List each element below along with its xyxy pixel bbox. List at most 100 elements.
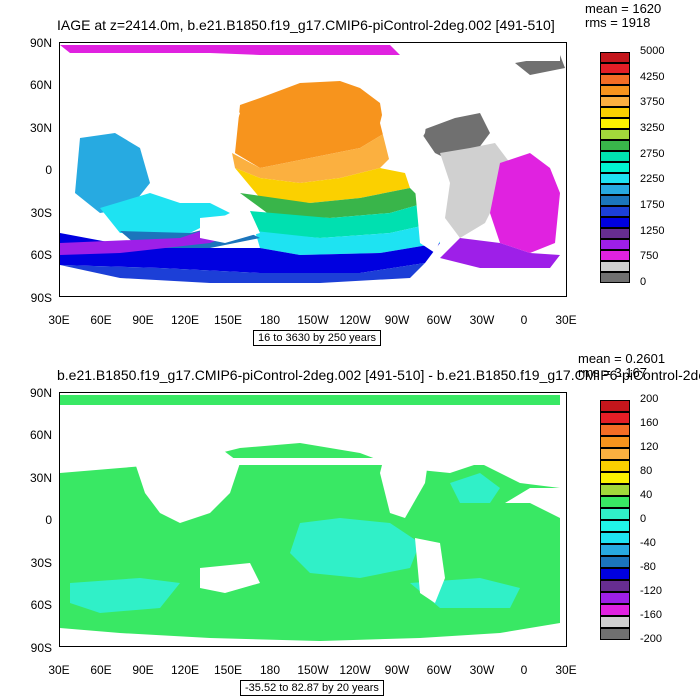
top-lon-label: 150E [213,313,243,327]
colorbar-swatch [600,412,630,424]
colorbar-label: 0 [640,276,647,288]
colorbar-label: 750 [640,250,659,263]
top-lon-label: 90E [132,313,154,327]
colorbar-label: -160 [640,609,663,621]
bottom-lon-label: 30E [48,663,70,677]
colorbar-label: -80 [640,561,656,573]
bottom-lat-label: 60N [29,428,52,442]
top-lon-label: 30E [48,313,70,327]
colorbar-swatch [600,472,630,484]
colorbar-swatch [600,568,630,580]
colorbar-label: 2750 [640,147,665,160]
colorbar-swatch [600,261,630,272]
bottom-map-field [60,393,566,646]
colorbar-swatch [600,140,630,151]
bottom-lon-label: 150E [213,663,243,677]
colorbar-swatch [600,217,630,228]
colorbar-swatch [600,228,630,239]
colorbar-swatch [600,239,630,250]
top-lon-label: 30W [469,313,495,327]
top-lon-label: 120E [170,313,200,327]
top-lon-label: 180 [259,313,281,327]
colorbar-swatch [600,173,630,184]
bottom-lat-label: 90S [30,641,52,655]
colorbar-swatch [600,628,630,640]
colorbar-swatch [600,520,630,532]
colorbar-label: -200 [640,633,663,645]
top-lon-label: 30E [555,313,577,327]
colorbar-swatch [600,206,630,217]
colorbar-label: 80 [640,465,653,477]
bottom-lon-label: 150W [297,663,329,677]
bottom-map [59,392,567,647]
top-lat-label: 60S [30,248,52,262]
colorbar-swatch [600,74,630,85]
bottom-lat-label: 90N [29,386,52,400]
top-lon-label: 150W [297,313,329,327]
colorbar-swatch [600,424,630,436]
colorbar-swatch [600,436,630,448]
bottom-panel: b.e21.B1850.f19_g17.CMIP6-piControl-2deg… [0,350,700,700]
top-plot-title: IAGE at z=2414.0m, b.e21.B1850.f19_g17.C… [57,17,555,33]
colorbar-label: 4250 [640,70,665,83]
bottom-mean: mean = 0.2601 [578,351,666,366]
colorbar-label: 0 [640,513,647,525]
top-panel: IAGE at z=2414.0m, b.e21.B1850.f19_g17.C… [29,2,664,346]
bottom-rms: rms = 3.167 [578,365,648,380]
colorbar-label: 1750 [640,199,665,211]
bottom-lon-label: 120E [170,663,200,677]
colorbar-label: 3250 [640,122,665,134]
top-lat-label: 90N [29,36,52,50]
top-colorbar: 5000 4250 3750 3250 2750 2250 1750 1250 750 0 [600,45,664,288]
top-lat-label: 60N [29,78,52,92]
bottom-lat-label: 30N [29,471,52,485]
top-lon-label: 90W [384,313,410,327]
colorbar-swatch [600,484,630,496]
top-lat-label: 0 [45,163,52,177]
colorbar-label: -40 [640,537,656,549]
bottom-lat-label: 0 [45,513,52,527]
colorbar-swatch [600,544,630,556]
colorbar-label: 120 [640,441,659,453]
bottom-colorbar: 200 160 120 80 40 0 -40 -80 -120 -160 -200 [600,393,662,645]
colorbar-label: 40 [640,489,653,501]
colorbar-label: 3750 [640,96,665,109]
colorbar-swatch [600,52,630,63]
colorbar-label: 1250 [640,224,665,237]
top-lon-label: 60W [426,313,452,327]
colorbar-label: 2250 [640,173,665,186]
bottom-lon-label: 60W [426,663,452,677]
colorbar-swatch [600,556,630,568]
top-lon-label: 0 [520,313,528,327]
colorbar-swatch [600,604,630,616]
colorbar-swatch [600,532,630,544]
colorbar-swatch [600,400,630,412]
bottom-lon-label: 30E [555,663,577,677]
bottom-lon-label: 90E [132,663,154,677]
colorbar-swatch [600,63,630,74]
bottom-lon-label: 30W [469,663,495,677]
colorbar-swatch [600,129,630,140]
colorbar-label: 5000 [640,45,665,57]
top-lon-label: 120W [339,313,371,327]
colorbar-swatch [600,96,630,107]
colorbar-swatch [600,195,630,206]
colorbar-swatch [600,107,630,118]
top-lat-label: 30N [29,121,52,135]
colorbar-swatch [600,580,630,592]
colorbar-swatch [600,250,630,261]
bottom-lon-label: 90W [384,663,410,677]
colorbar-swatch [600,448,630,460]
colorbar-swatch [600,496,630,508]
bottom-lat-label: 60S [30,598,52,612]
bottom-lon-label: 60E [90,663,112,677]
colorbar-swatch [600,151,630,162]
colorbar-label: 200 [640,393,659,405]
top-map-field [60,45,565,283]
colorbar-swatch [600,592,630,604]
bottom-contour-range: -35.52 to 82.87 by 20 years [240,680,384,696]
top-stats: mean = 1620 rms = 1918 [585,2,661,30]
top-lon-label: 60E [90,313,112,327]
colorbar-swatch [600,162,630,173]
top-mean: mean = 1620 [585,1,662,16]
